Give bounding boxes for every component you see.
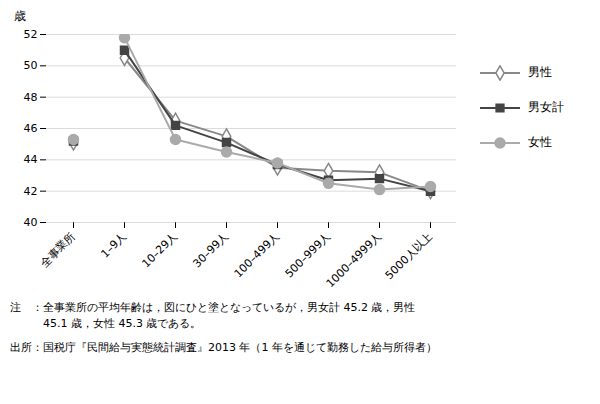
svg-text:10–29人: 10–29人 [139,230,180,271]
svg-text:42: 42 [24,185,38,198]
svg-text:40: 40 [24,216,38,229]
html-text:女性: 女性 [528,135,552,149]
svg-text:100–499人: 100–499人 [232,230,283,281]
svg-text:48: 48 [24,91,38,104]
svg-text:46: 46 [24,122,38,135]
html-text:男性: 男性 [528,65,552,79]
svg-text:30–99人: 30–99人 [190,230,231,271]
svg-text:1–9人: 1–9人 [98,230,129,261]
html-text:歳: 歳 [14,9,26,23]
svg-text:52: 52 [24,28,38,41]
html-text:出所：国税庁『民間給与実態統計調査』2013 年（1 年を通: 出所：国税庁『民間給与実態統計調査』2013 年（1 年を通じて勤務した給与所得… [10,341,437,354]
svg-text:1000–4999人: 1000–4999人 [324,230,384,290]
html-text:注 ：全事業所の平均年齢は，図にひと塗となっているが，男女計: 注 ：全事業所の平均年齢は，図にひと塗となっているが，男女計 45.2 歳，男性 [10,301,416,314]
html-text:男女計: 男女計 [528,100,564,114]
svg-text:44: 44 [24,153,38,166]
svg-text:500–999人: 500–999人 [283,230,334,281]
svg-text:50: 50 [24,59,38,72]
svg-text:全事業所: 全事業所 [38,230,78,270]
svg-text:5000人以上: 5000人以上 [383,230,435,282]
html-text:45.1 歳，女性 45.3 歳である。: 45.1 歳，女性 45.3 歳である。 [10,317,202,330]
